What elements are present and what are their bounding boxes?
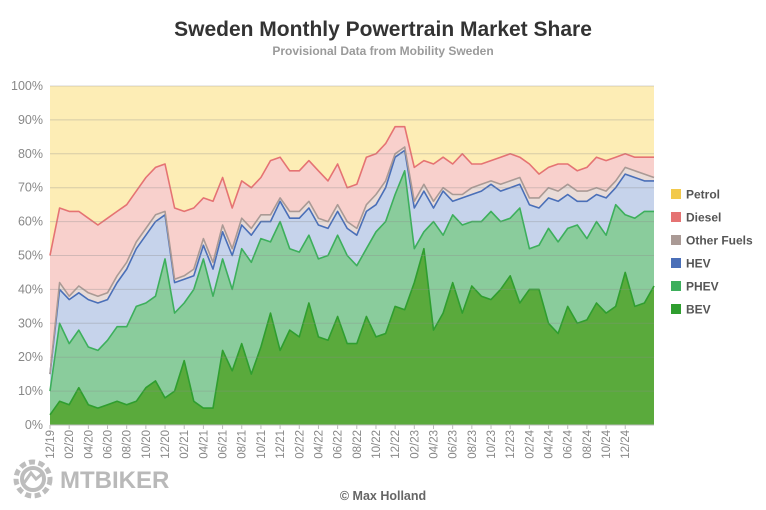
y-axis: 0% 10% 20% 30% 40% 50% 60% 70% 80% 90% 100% xyxy=(11,79,43,432)
legend-label-diesel: Diesel xyxy=(686,211,721,225)
x-tick-label: 12/24 xyxy=(620,429,632,458)
line-other-fuels xyxy=(49,146,655,375)
x-tick-label: 10/22 xyxy=(371,430,383,459)
x-tick-label: 08/23 xyxy=(467,430,479,459)
legend: Petrol Diesel Other Fuels HEV PHEV BEV xyxy=(671,188,753,317)
legend-label-hev: HEV xyxy=(686,257,711,271)
watermark-text: MTBIKER xyxy=(60,467,169,494)
plot-area xyxy=(49,86,655,425)
legend-swatch-bev xyxy=(671,304,681,314)
x-tick-label: 04/22 xyxy=(313,430,325,459)
line-bev xyxy=(49,247,655,416)
area-bev xyxy=(50,248,654,425)
gear-icon xyxy=(13,459,53,499)
legend-swatch-phev xyxy=(671,281,681,291)
x-tick-label: 04/20 xyxy=(83,430,95,459)
chart-subtitle: Provisional Data from Mobility Sweden xyxy=(272,44,493,58)
x-tick-label: 04/23 xyxy=(428,430,440,459)
x-tick-label: 06/21 xyxy=(218,430,230,459)
y-tick-label: 10% xyxy=(18,384,43,398)
watermark-logo: MTBIKER xyxy=(13,459,169,499)
x-tick-label: 06/23 xyxy=(448,430,460,459)
x-tick-label: 02/22 xyxy=(294,430,306,459)
x-tick-label: 04/24 xyxy=(544,429,556,458)
x-tick-label: 02/20 xyxy=(64,430,76,459)
y-tick-label: 30% xyxy=(18,316,43,330)
line-phev xyxy=(49,170,654,392)
x-axis: 12/19 02/20 04/20 06/20 08/20 10/20 12/20 02/21… xyxy=(45,424,654,459)
gridlines xyxy=(50,85,654,426)
x-tick-label: 10/21 xyxy=(256,430,268,459)
x-tick-label: 10/23 xyxy=(486,430,498,459)
legend-swatch-diesel xyxy=(671,212,681,222)
y-tick-label: 20% xyxy=(18,350,43,364)
credit: © Max Holland xyxy=(340,489,426,503)
chart-title: Sweden Monthly Powertrain Market Share xyxy=(174,18,592,41)
x-tick-label: 02/21 xyxy=(179,430,191,459)
x-tick-label: 06/20 xyxy=(103,430,115,459)
x-tick-label: 08/20 xyxy=(122,430,134,459)
x-tick-label: 08/24 xyxy=(582,429,594,458)
legend-label-petrol: Petrol xyxy=(686,188,720,202)
x-tick-label: 12/20 xyxy=(160,430,172,459)
x-tick-label: 12/19 xyxy=(45,430,57,459)
area-hev xyxy=(50,150,654,392)
x-tick-label: 12/23 xyxy=(505,430,517,459)
x-tick-label: 06/24 xyxy=(563,429,575,458)
legend-swatch-other-fuels xyxy=(671,235,681,245)
legend-label-bev: BEV xyxy=(686,303,711,317)
x-tick-label: 06/22 xyxy=(333,430,345,459)
x-tick-label: 08/21 xyxy=(237,430,249,459)
y-tick-label: 90% xyxy=(18,113,43,127)
y-tick-label: 50% xyxy=(18,249,43,263)
y-tick-label: 60% xyxy=(18,215,43,229)
x-tick-label: 08/22 xyxy=(352,430,364,459)
y-tick-label: 0% xyxy=(25,418,43,432)
legend-label-phev: PHEV xyxy=(686,280,719,294)
y-tick-label: 100% xyxy=(11,79,43,93)
x-tick-label: 02/24 xyxy=(524,429,536,458)
x-tick-label: 12/21 xyxy=(275,430,287,459)
y-tick-label: 80% xyxy=(18,147,43,161)
y-tick-label: 70% xyxy=(18,181,43,195)
legend-label-other-fuels: Other Fuels xyxy=(686,234,753,248)
line-diesel xyxy=(49,125,654,256)
y-tick-label: 40% xyxy=(18,282,43,296)
x-tick-label: 10/24 xyxy=(601,429,613,458)
x-tick-label: 10/20 xyxy=(141,430,153,459)
x-tick-label: 12/22 xyxy=(390,430,402,459)
legend-swatch-petrol xyxy=(671,189,681,199)
legend-swatch-hev xyxy=(671,258,681,268)
x-tick-label: 02/23 xyxy=(409,430,421,459)
area-petrol xyxy=(50,86,654,256)
line-hev xyxy=(49,149,654,375)
x-tick-label: 04/21 xyxy=(198,430,210,459)
area-phev xyxy=(50,170,654,415)
